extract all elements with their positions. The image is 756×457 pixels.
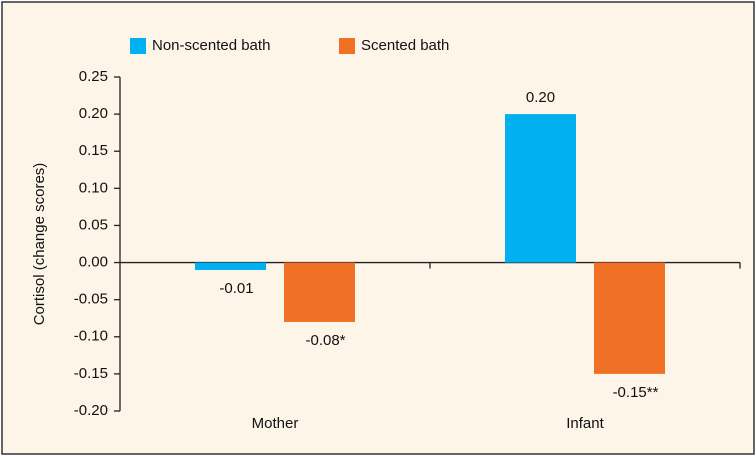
y-tick-label: 0.25 xyxy=(79,68,108,85)
y-tick-label: -0.15 xyxy=(74,365,108,382)
y-tick-label: 0.20 xyxy=(79,105,108,122)
y-tick-label: 0.10 xyxy=(79,179,108,196)
x-tick-label: Infant xyxy=(566,415,604,432)
data-label: 0.20 xyxy=(526,89,555,106)
legend-swatch xyxy=(130,38,146,54)
bar xyxy=(195,262,266,270)
data-label: -0.01 xyxy=(219,280,253,297)
y-tick-label: -0.05 xyxy=(74,291,108,308)
y-axis-title: Cortisol (change scores) xyxy=(31,163,48,326)
legend-label: Scented bath xyxy=(361,37,449,54)
data-label: -0.15** xyxy=(613,384,659,401)
legend-swatch xyxy=(339,38,355,54)
y-tick-label: -0.10 xyxy=(74,328,108,345)
bar xyxy=(505,114,576,263)
y-tick-label: 0.05 xyxy=(79,216,108,233)
bar xyxy=(284,262,355,322)
data-label: -0.08* xyxy=(305,332,345,349)
y-tick-label: 0.15 xyxy=(79,142,108,159)
bar xyxy=(594,262,665,374)
y-tick-label: 0.00 xyxy=(79,254,108,271)
x-tick-label: Mother xyxy=(252,415,299,432)
y-tick-label: -0.20 xyxy=(74,402,108,419)
legend-label: Non-scented bath xyxy=(152,37,270,54)
